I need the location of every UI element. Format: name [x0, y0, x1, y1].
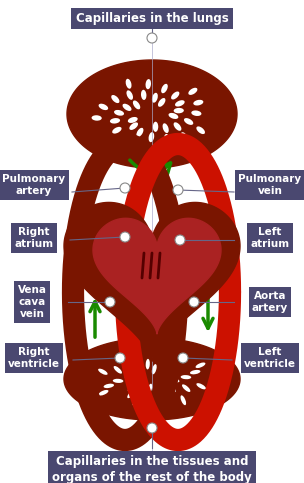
- Text: Left
atrium: Left atrium: [250, 227, 290, 249]
- Ellipse shape: [128, 366, 135, 375]
- Ellipse shape: [128, 117, 138, 123]
- Ellipse shape: [181, 375, 191, 379]
- Ellipse shape: [191, 111, 202, 116]
- Ellipse shape: [171, 91, 179, 99]
- Circle shape: [178, 353, 188, 363]
- Ellipse shape: [174, 108, 184, 114]
- Ellipse shape: [168, 113, 178, 119]
- Text: Aorta
artery: Aorta artery: [252, 291, 288, 313]
- Text: Pulmonary
artery: Pulmonary artery: [2, 174, 66, 196]
- Ellipse shape: [112, 127, 122, 134]
- Ellipse shape: [152, 93, 158, 103]
- Ellipse shape: [123, 104, 132, 111]
- Ellipse shape: [169, 360, 177, 368]
- Ellipse shape: [167, 367, 176, 374]
- Ellipse shape: [98, 390, 109, 396]
- Ellipse shape: [133, 100, 140, 109]
- Ellipse shape: [147, 384, 152, 394]
- Text: Right
atrium: Right atrium: [14, 227, 54, 249]
- Circle shape: [115, 353, 125, 363]
- Ellipse shape: [154, 389, 158, 399]
- Text: Capillaries in the lungs: Capillaries in the lungs: [76, 12, 228, 25]
- Ellipse shape: [111, 95, 119, 103]
- Polygon shape: [64, 338, 240, 420]
- Circle shape: [189, 297, 199, 307]
- Ellipse shape: [104, 384, 114, 388]
- Text: Capillaries in the tissues and
organs of the rest of the body: Capillaries in the tissues and organs of…: [52, 455, 252, 483]
- Circle shape: [105, 297, 115, 307]
- Circle shape: [173, 185, 183, 195]
- Text: Right
ventricle: Right ventricle: [8, 347, 60, 369]
- Ellipse shape: [134, 355, 139, 365]
- Polygon shape: [93, 218, 221, 334]
- Ellipse shape: [163, 123, 169, 133]
- Ellipse shape: [126, 90, 133, 100]
- Ellipse shape: [114, 366, 122, 374]
- Ellipse shape: [188, 88, 197, 95]
- Ellipse shape: [165, 353, 172, 362]
- Ellipse shape: [165, 393, 170, 403]
- Ellipse shape: [129, 122, 138, 130]
- Ellipse shape: [114, 110, 124, 116]
- Ellipse shape: [149, 132, 154, 142]
- Ellipse shape: [190, 370, 200, 374]
- Ellipse shape: [161, 84, 168, 93]
- Ellipse shape: [169, 383, 176, 392]
- Ellipse shape: [118, 353, 123, 363]
- Ellipse shape: [181, 132, 188, 142]
- Circle shape: [147, 33, 157, 43]
- Ellipse shape: [146, 359, 150, 369]
- Ellipse shape: [174, 122, 181, 131]
- Ellipse shape: [146, 79, 151, 89]
- Ellipse shape: [141, 90, 147, 100]
- Ellipse shape: [122, 135, 130, 143]
- Text: Vena
cava
vein: Vena cava vein: [18, 284, 47, 319]
- Ellipse shape: [113, 379, 123, 383]
- Ellipse shape: [164, 134, 170, 144]
- Ellipse shape: [138, 142, 144, 152]
- Circle shape: [120, 183, 130, 193]
- Ellipse shape: [158, 98, 165, 107]
- Ellipse shape: [132, 396, 139, 405]
- Ellipse shape: [98, 369, 108, 375]
- Ellipse shape: [125, 376, 135, 381]
- Text: Left
ventricle: Left ventricle: [244, 347, 296, 369]
- Circle shape: [147, 423, 157, 433]
- Text: Pulmonary
vein: Pulmonary vein: [238, 174, 302, 196]
- Ellipse shape: [153, 122, 158, 132]
- Ellipse shape: [195, 362, 206, 368]
- Ellipse shape: [128, 384, 137, 391]
- Ellipse shape: [98, 104, 108, 110]
- Ellipse shape: [126, 79, 132, 89]
- Ellipse shape: [184, 118, 193, 125]
- Ellipse shape: [92, 115, 102, 121]
- Ellipse shape: [127, 390, 135, 398]
- Ellipse shape: [181, 395, 186, 405]
- Ellipse shape: [193, 100, 203, 105]
- Circle shape: [120, 232, 130, 242]
- Ellipse shape: [107, 230, 197, 315]
- Ellipse shape: [175, 100, 185, 107]
- Polygon shape: [67, 60, 237, 168]
- Ellipse shape: [182, 384, 190, 392]
- Polygon shape: [64, 202, 240, 361]
- Ellipse shape: [110, 118, 120, 124]
- Ellipse shape: [196, 127, 205, 134]
- Ellipse shape: [196, 383, 206, 389]
- Ellipse shape: [136, 128, 143, 137]
- Ellipse shape: [152, 364, 157, 374]
- Ellipse shape: [169, 378, 179, 383]
- Circle shape: [175, 235, 185, 245]
